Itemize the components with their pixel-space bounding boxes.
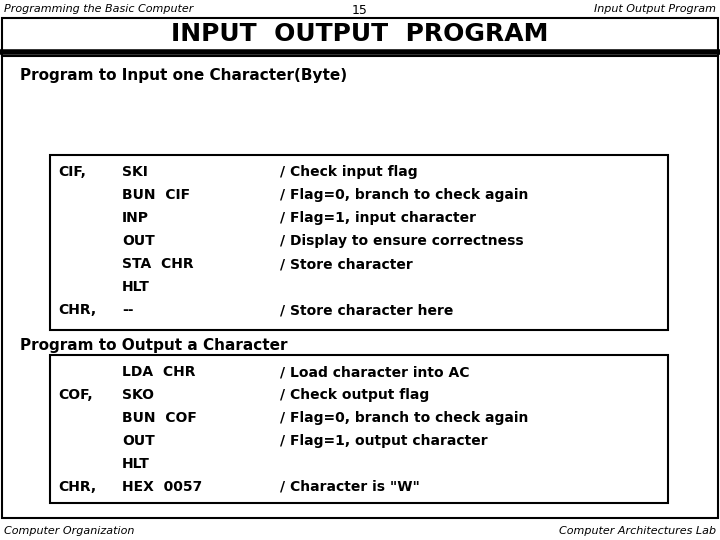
- Text: / Store character: / Store character: [280, 257, 413, 271]
- Text: --: --: [122, 303, 133, 317]
- FancyBboxPatch shape: [50, 355, 668, 503]
- Text: CHR,: CHR,: [58, 303, 96, 317]
- Text: LDA  CHR: LDA CHR: [122, 365, 196, 379]
- Text: COF,: COF,: [58, 388, 93, 402]
- Text: HLT: HLT: [122, 457, 150, 471]
- Text: Program to Input one Character(Byte): Program to Input one Character(Byte): [20, 68, 347, 83]
- Text: BUN  CIF: BUN CIF: [122, 188, 190, 202]
- FancyBboxPatch shape: [50, 155, 668, 330]
- Text: / Flag=0, branch to check again: / Flag=0, branch to check again: [280, 188, 528, 202]
- Text: Input Output Program: Input Output Program: [594, 4, 716, 14]
- Text: / Check output flag: / Check output flag: [280, 388, 429, 402]
- Text: Program to Output a Character: Program to Output a Character: [20, 338, 287, 353]
- Text: / Character is "W": / Character is "W": [280, 480, 420, 494]
- Text: INPUT  OUTPUT  PROGRAM: INPUT OUTPUT PROGRAM: [171, 22, 549, 46]
- Text: SKI: SKI: [122, 165, 148, 179]
- Text: Computer Organization: Computer Organization: [4, 526, 135, 536]
- Text: 15: 15: [352, 4, 368, 17]
- Text: SKO: SKO: [122, 388, 154, 402]
- Text: CIF,: CIF,: [58, 165, 86, 179]
- Text: HLT: HLT: [122, 280, 150, 294]
- Text: INP: INP: [122, 211, 149, 225]
- Text: / Flag=1, input character: / Flag=1, input character: [280, 211, 476, 225]
- Text: Programming the Basic Computer: Programming the Basic Computer: [4, 4, 194, 14]
- Text: STA  CHR: STA CHR: [122, 257, 194, 271]
- Text: HEX  0057: HEX 0057: [122, 480, 202, 494]
- Text: / Display to ensure correctness: / Display to ensure correctness: [280, 234, 523, 248]
- Text: CHR,: CHR,: [58, 480, 96, 494]
- Text: Computer Architectures Lab: Computer Architectures Lab: [559, 526, 716, 536]
- Text: / Load character into AC: / Load character into AC: [280, 365, 469, 379]
- Text: / Flag=0, branch to check again: / Flag=0, branch to check again: [280, 411, 528, 425]
- Text: / Store character here: / Store character here: [280, 303, 454, 317]
- Text: OUT: OUT: [122, 434, 155, 448]
- FancyBboxPatch shape: [2, 18, 718, 518]
- Text: / Flag=1, output character: / Flag=1, output character: [280, 434, 487, 448]
- Text: BUN  COF: BUN COF: [122, 411, 197, 425]
- Text: / Check input flag: / Check input flag: [280, 165, 418, 179]
- Text: OUT: OUT: [122, 234, 155, 248]
